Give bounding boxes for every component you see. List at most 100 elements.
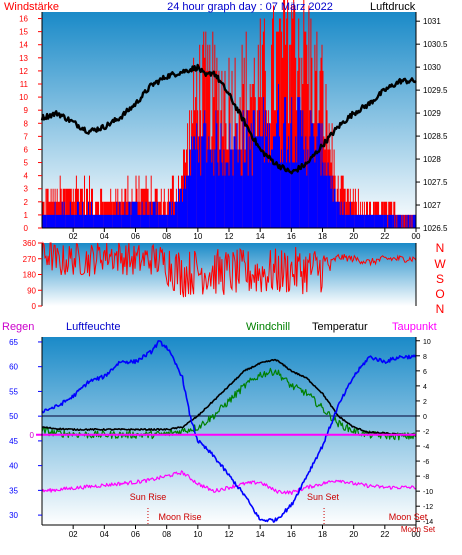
pressure-line: [40, 63, 417, 175]
pressure-right-tick-label: 1028: [423, 155, 441, 164]
windstaerke-label: Windstärke: [4, 1, 59, 13]
direction-left-tick-label: 270: [23, 255, 37, 264]
temperature-right-tick-label: -6: [423, 459, 429, 466]
temperature-right-tick-label: -12: [423, 504, 433, 511]
direction-left-tick-label: 90: [27, 286, 36, 295]
pressure-right-tick-label: 1030: [423, 63, 441, 72]
wind-left-tick-label: 6: [24, 145, 29, 154]
wind-left-tick-label: 5: [24, 159, 29, 168]
direction-left-tick-label: 180: [23, 271, 37, 280]
wind-chart: 0123456789101112131415161026.510271027.5…: [19, 0, 448, 241]
wind-x-tick-label: 00: [412, 232, 421, 241]
temperature-right-tick-label: -8: [423, 474, 429, 481]
weather-x-tick-label: 20: [349, 530, 358, 539]
direction-letter-w: W: [434, 257, 446, 271]
wind-x-tick-label: 02: [69, 232, 78, 241]
graph-title: 24 hour graph day : 07 März 2022: [167, 1, 333, 13]
weather-x-tick-label: 06: [131, 530, 140, 539]
wind-left-tick-label: 12: [19, 67, 28, 76]
wind-x-tick-label: 14: [256, 232, 265, 241]
humidity-line: [41, 340, 417, 523]
weather-x-tick-label: 14: [256, 530, 265, 539]
weather-x-tick-label: 04: [100, 530, 109, 539]
wind-x-tick-label: 16: [287, 232, 296, 241]
moon-set-short-label: Moon Set: [401, 525, 436, 534]
humidity-left-tick-label: 35: [9, 486, 18, 495]
pressure-right-tick-label: 1030.5: [423, 40, 448, 49]
pressure-right-tick-label: 1026.5: [423, 224, 448, 233]
humidity-left-tick-label: 45: [9, 437, 18, 446]
moon-rise-label: Moon Rise: [158, 512, 201, 522]
wind-left-tick-label: 13: [19, 54, 28, 63]
wind-left-tick-label: 10: [19, 93, 28, 102]
pressure-right-tick-label: 1029.5: [423, 86, 448, 95]
pressure-right-tick-label: 1029: [423, 109, 441, 118]
direction-letter-n-bottom: N: [436, 302, 445, 316]
wind-left-tick-label: 11: [20, 80, 29, 89]
wind-left-tick-label: 3: [24, 185, 29, 194]
wind-left-tick-label: 1: [24, 211, 29, 220]
direction-chart: 0 90 180 270 360: [23, 239, 417, 311]
temperature-right-tick-label: 10: [423, 339, 431, 346]
temperatur-label: Temperatur: [312, 321, 368, 333]
direction-panel-background: [42, 243, 416, 306]
temperature-right-tick-label: 6: [423, 369, 427, 376]
temperature-right-tick-label: -4: [423, 444, 429, 451]
weather-chart: 03035404550556065-14-12-10-8-6-4-2024681…: [9, 337, 433, 539]
humidity-left-tick-label: 50: [9, 412, 18, 421]
weather-x-tick-label: 10: [193, 530, 202, 539]
weather-x-tick-label: 00: [412, 530, 421, 539]
weather-x-tick-label: 08: [162, 530, 171, 539]
weather-x-tick-label: 18: [318, 530, 327, 539]
taupunkt-label: Taupunkt: [392, 321, 437, 333]
direction-left-tick-label: 360: [23, 239, 37, 248]
wind-direction-line: [41, 241, 417, 298]
luftfeuchte-label: Luftfeuchte: [66, 321, 120, 333]
wind-left-tick-label: 0: [24, 224, 29, 233]
wind-left-tick-label: 14: [19, 41, 28, 50]
sun-set-label: Sun Set: [307, 492, 340, 502]
weather-x-tick-label: 16: [287, 530, 296, 539]
wind-x-tick-label: 08: [162, 232, 171, 241]
humidity-left-tick-label: 60: [9, 363, 18, 372]
wind-left-tick-label: 8: [24, 119, 29, 128]
wind-x-tick-label: 20: [349, 232, 358, 241]
pressure-right-tick-label: 1027: [423, 201, 441, 210]
wind-x-tick-label: 12: [225, 232, 234, 241]
regen-label: Regen: [2, 321, 34, 333]
humidity-left-tick-label: 40: [9, 462, 18, 471]
wind-x-tick-label: 04: [100, 232, 109, 241]
pressure-right-tick-label: 1031: [423, 17, 441, 26]
sun-rise-label: Sun Rise: [130, 492, 167, 502]
wind-left-tick-label: 7: [24, 132, 29, 141]
pressure-right-tick-label: 1027.5: [423, 178, 448, 187]
wind-x-tick-label: 06: [131, 232, 140, 241]
direction-letter-n-top: N: [436, 241, 445, 255]
luftdruck-label: Luftdruck: [370, 1, 416, 13]
temperature-right-tick-label: 8: [423, 354, 427, 361]
weather-x-tick-label: 22: [380, 530, 389, 539]
humidity-left-tick-label: 30: [9, 511, 18, 520]
temperature-right-tick-label: 0: [423, 414, 427, 421]
wind-left-tick-label: 15: [19, 28, 28, 37]
humidity-left-tick-label: 65: [9, 338, 18, 347]
dewpoint-line: [41, 470, 417, 495]
wind-x-tick-label: 18: [318, 232, 327, 241]
temperature-right-tick-label: -2: [423, 429, 429, 436]
wind-left-tick-label: 16: [19, 15, 28, 24]
humidity-left-tick-label: 55: [9, 387, 18, 396]
wind-left-tick-label: 4: [24, 172, 29, 181]
temperature-line: [41, 358, 417, 437]
windchill-line: [41, 367, 417, 441]
windchill-label: Windchill: [246, 321, 290, 333]
wind-left-tick-label: 9: [24, 106, 29, 115]
weather-x-tick-label: 02: [69, 530, 78, 539]
weather-x-tick-label: 12: [225, 530, 234, 539]
pressure-right-tick-label: 1028.5: [423, 132, 448, 141]
wind-left-tick-label: 2: [24, 198, 29, 207]
temperature-right-tick-label: 4: [423, 384, 427, 391]
temperature-right-tick-label: 2: [423, 399, 427, 406]
wind-x-tick-label: 10: [193, 232, 202, 241]
